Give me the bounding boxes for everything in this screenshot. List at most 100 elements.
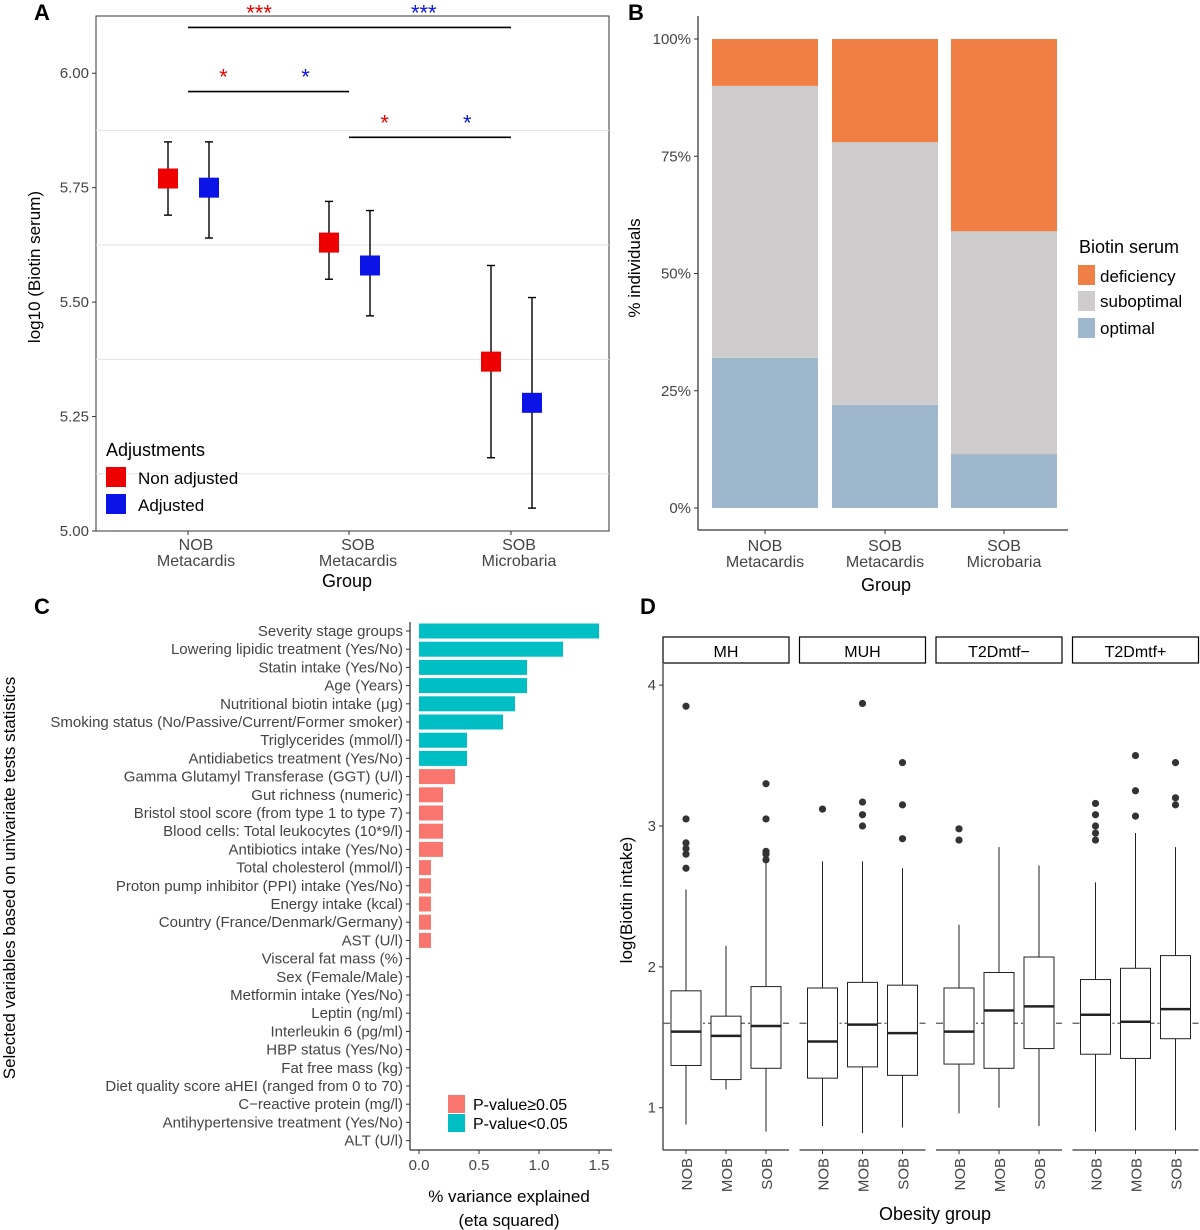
panel-a-significance-stars-adjusted: * — [301, 65, 310, 90]
panel-a-legend-label-adjusted: Adjusted — [138, 496, 204, 515]
panel-a-legend-title: Adjustments — [106, 440, 205, 460]
panel-d-box-nob-outlier — [1091, 836, 1100, 844]
panel-b-y-tick-label: 50% — [661, 266, 691, 283]
panel-d-facet-strip — [798, 636, 927, 664]
panel-d-box-nob-outlier — [1091, 799, 1100, 808]
panel-d-x-tick-label: NOB — [679, 1158, 696, 1191]
panel-c-bar — [419, 732, 467, 748]
panel-b-y-tick-label: 75% — [661, 148, 691, 165]
panel-d-facet-strip — [1071, 636, 1200, 664]
panel-b-legend: Biotin serum deficiency suboptimal optim… — [1078, 237, 1182, 338]
panel-d-facet-mh: MH NOB MOB SOB — [662, 636, 790, 1192]
panel-c-legend-label-significant: P-value<0.05 — [473, 1116, 568, 1133]
panel-letter-a: A — [34, 0, 50, 25]
panel-d-box-sob — [750, 986, 782, 1069]
panel-c-category-label: Energy intake (kcal) — [270, 896, 403, 913]
panel-d-box-sob — [1023, 956, 1055, 1050]
panel-b-bar-segment-optimal — [832, 404, 938, 508]
panel-c-category-label: Blood cells: Total leukocytes (10*9/l) — [163, 823, 403, 840]
panel-a-significance-stars-non-adjusted: * — [380, 110, 389, 135]
panel-c-category-label: Fat free mass (kg) — [281, 1060, 403, 1077]
panel-d-box-mob-outlier — [1131, 812, 1140, 820]
panel-c-bar — [419, 641, 563, 657]
panel-d-box-nob-outlier — [1091, 811, 1100, 819]
panel-a-x-tick-label: NOB Metacardis — [157, 537, 235, 570]
panel-a-x-tick-label: SOB Microbaria — [482, 537, 557, 570]
panel-a-significance-stars-adjusted: *** — [411, 0, 437, 25]
panel-b-legend-swatch-deficiency — [1078, 265, 1095, 285]
panel-a-x-tick-label-line: Metacardis — [157, 553, 235, 570]
panel-d-facet-strip-label: MUH — [844, 644, 880, 661]
panel-c-x-tick-label: 1.0 — [529, 1157, 550, 1174]
panel-c-bar — [419, 659, 527, 675]
panel-d-box-nob-outlier — [682, 815, 690, 823]
panel-d-box-mob-outlier — [858, 822, 867, 830]
panel-c-category-label: Leptin (ng/ml) — [311, 1005, 403, 1022]
panel-b-x-tick-label-line: Metacardis — [846, 554, 924, 571]
panel-d-y-axis-label: log(Biotin intake) — [617, 837, 636, 964]
panel-b-x-tick-label-line: Microbaria — [967, 554, 1042, 571]
panel-c-category-label: Lowering lipidic treatment (Yes/No) — [171, 641, 403, 658]
panel-b-y-axis-label: % individuals — [625, 218, 644, 317]
panel-a-y-tick-label: 5.25 — [60, 409, 89, 426]
panel-b-legend-swatch-optimal — [1078, 318, 1095, 338]
panel-a-y-axis-label: log10 (Biotin serum) — [25, 191, 44, 343]
panel-c-category-label: Antidiabetics treatment (Yes/No) — [188, 750, 403, 767]
panel-c-category-label: Antihypertensive treatment (Yes/No) — [163, 1114, 403, 1131]
panel-a-x-tick-label-line: SOB — [341, 537, 375, 554]
panel-letter-c: C — [34, 594, 50, 619]
panel-b-y-tick-label: 25% — [661, 383, 691, 400]
panel-d-box-mob-outlier — [1131, 787, 1140, 795]
panel-letter-d: D — [640, 594, 656, 619]
panel-c-bar — [419, 805, 443, 821]
panel-c-category-label: Triglycerides (mmol/l) — [260, 732, 403, 749]
panel-b-bar-segment-optimal — [712, 357, 818, 508]
panel-d-y-tick-label: 4 — [648, 677, 656, 694]
panel-b-bar-segment-optimal — [951, 454, 1057, 508]
panel-d-y-tick-label: 2 — [648, 959, 656, 976]
panel-c-category-label: Antibiotics intake (Yes/No) — [228, 841, 403, 858]
panel-a-significance-stars-non-adjusted: *** — [246, 0, 272, 25]
panel-c-bar — [419, 623, 599, 639]
panel-d-x-tick-label: MOB — [719, 1158, 736, 1192]
panel-d-box-nob-outlier — [1091, 829, 1100, 837]
panel-c-bar — [419, 714, 503, 730]
panel-c-category-label: Age (Years) — [324, 678, 403, 695]
panel-a-x-tick-label-line: Metacardis — [319, 553, 397, 570]
panel-d-x-tick-label: SOB — [896, 1158, 913, 1190]
panel-d-box-nob-outlier — [682, 844, 690, 853]
panel-c-category-label: Diet quality score aHEI (ranged from 0 t… — [105, 1078, 403, 1095]
panel-d-box-mob — [983, 972, 1015, 1069]
panel-b-bar-segment-deficiency — [951, 39, 1057, 232]
panel-c-legend: P-value≥0.05 P-value<0.05 — [448, 1095, 568, 1133]
panel-d-box-nob — [943, 987, 975, 1065]
panel-a-non-adjusted-point — [319, 232, 339, 253]
panel-d-box-sob-outlier — [762, 780, 770, 788]
panel-c-category-label: HBP status (Yes/No) — [266, 1042, 403, 1059]
panel-c-category-label: ALT (U/l) — [344, 1133, 403, 1150]
panel-b-bar-segment-suboptimal — [712, 85, 818, 358]
panel-d-facet-strip — [935, 636, 1063, 664]
panel-d-box-sob-outlier — [1171, 801, 1180, 809]
panel-d-x-tick-label: NOB — [1089, 1158, 1106, 1191]
panel-a-x-tick-label-line: Microbaria — [482, 553, 557, 570]
panel-a-plot-border — [95, 15, 610, 532]
panel-d-box-nob-outlier — [682, 702, 690, 710]
panel-d-facet-strip-label: MH — [714, 644, 739, 661]
panel-d-box-nob-outlier — [955, 825, 963, 833]
panel-d-box-nob-outlier — [682, 850, 690, 858]
panel-a-significance-stars-adjusted: * — [463, 110, 472, 135]
panel-d-box-sob — [1160, 955, 1191, 1040]
panel-a-significance-stars-non-adjusted: * — [219, 65, 228, 90]
panel-c-category-label: Statin intake (Yes/No) — [258, 659, 403, 676]
panel-a-non-adjusted-point — [158, 168, 178, 189]
panel-b-x-tick-label: SOB Microbaria — [967, 538, 1042, 571]
panel-d-box-mob-outlier — [858, 811, 867, 819]
panel-d-box-sob-outlier — [1171, 794, 1180, 802]
panel-c-category-label: C−reactive protein (mg/l) — [238, 1096, 403, 1113]
panel-d-box-nob-outlier — [1091, 822, 1100, 830]
